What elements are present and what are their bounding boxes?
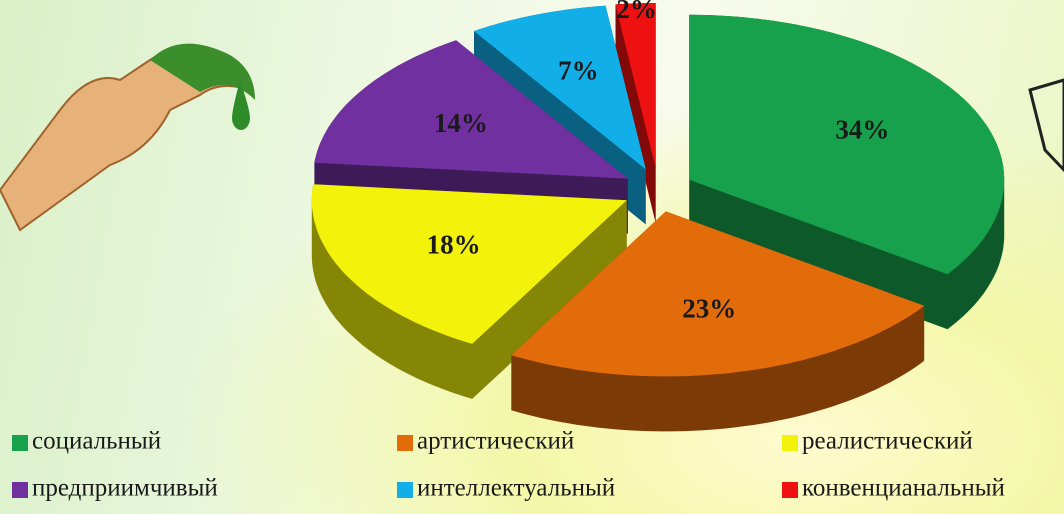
- legend-swatch: [397, 482, 413, 498]
- legend-swatch: [397, 435, 413, 451]
- legend-label: социальный: [32, 428, 161, 455]
- chart: 34% 23% 18% 14% 7% 2% социальный артистический…: [0, 0, 1064, 514]
- pie: 34% 23% 18% 14% 7% 2%: [312, 0, 1004, 431]
- value-label: 18%: [427, 230, 481, 260]
- value-label: 7%: [558, 56, 599, 86]
- value-label: 2%: [616, 0, 657, 24]
- legend-label: реалистический: [802, 428, 973, 455]
- legend-swatch: [782, 482, 798, 498]
- value-label: 23%: [682, 293, 736, 323]
- page: 34% 23% 18% 14% 7% 2% социальный артистический…: [0, 0, 1064, 514]
- value-label: 34%: [835, 115, 889, 145]
- corner-icon: [1030, 80, 1064, 170]
- legend-label: артистический: [417, 428, 574, 455]
- legend-swatch: [12, 435, 28, 451]
- legend-label: конвенцианальный: [802, 475, 1005, 502]
- value-label: 14%: [434, 108, 488, 138]
- legend-label: предприимчивый: [32, 475, 218, 502]
- legend-swatch: [12, 482, 28, 498]
- legend: социальный артистический реалистический пре…: [12, 428, 1005, 502]
- legend-swatch: [782, 435, 798, 451]
- legend-label: интеллектуальный: [417, 475, 615, 502]
